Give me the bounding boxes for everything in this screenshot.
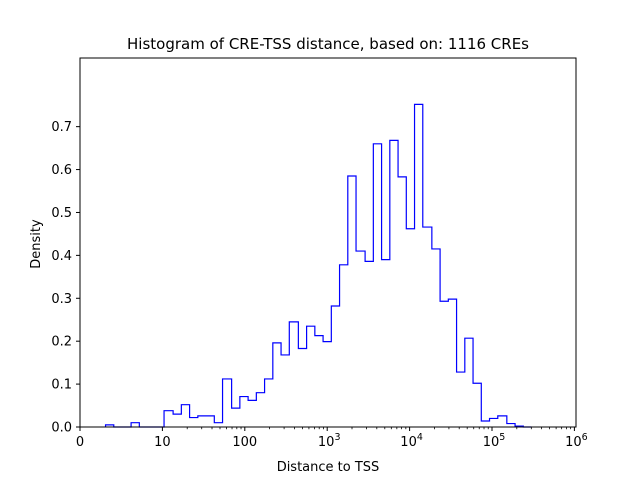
y-tick-label: 0.0	[51, 421, 72, 436]
y-tick-label: 0.1	[51, 378, 72, 393]
y-axis-label: Density	[29, 219, 44, 269]
y-tick-label: 0.5	[51, 206, 72, 221]
x-tick-label: 0	[76, 435, 84, 450]
x-tick-label: 10	[154, 435, 171, 450]
x-axis-label: Distance to TSS	[277, 460, 380, 475]
x-tick-label: 104	[400, 432, 423, 450]
chart-title: Histogram of CRE-TSS distance, based on:…	[127, 35, 529, 53]
axes-frame	[79, 57, 577, 428]
axes: 0.0 0.1 0.2 0.3 0.4 0.5 0.6 0.7 0 10 100 103 104 105 1…	[51, 57, 588, 450]
y-tick-label: 0.2	[51, 335, 72, 350]
y-tick-label: 0.7	[51, 120, 72, 135]
plot-area	[104, 103, 532, 428]
y-tick-label: 0.6	[51, 163, 72, 178]
y-tick-label: 0.4	[51, 249, 72, 264]
y-tick-label: 0.3	[51, 292, 72, 307]
x-tick-label: 106	[565, 432, 588, 450]
x-tick-label: 103	[318, 432, 341, 450]
x-tick-label: 100	[232, 435, 257, 450]
histogram-step-line	[104, 103, 532, 428]
x-tick-label: 105	[483, 432, 506, 450]
